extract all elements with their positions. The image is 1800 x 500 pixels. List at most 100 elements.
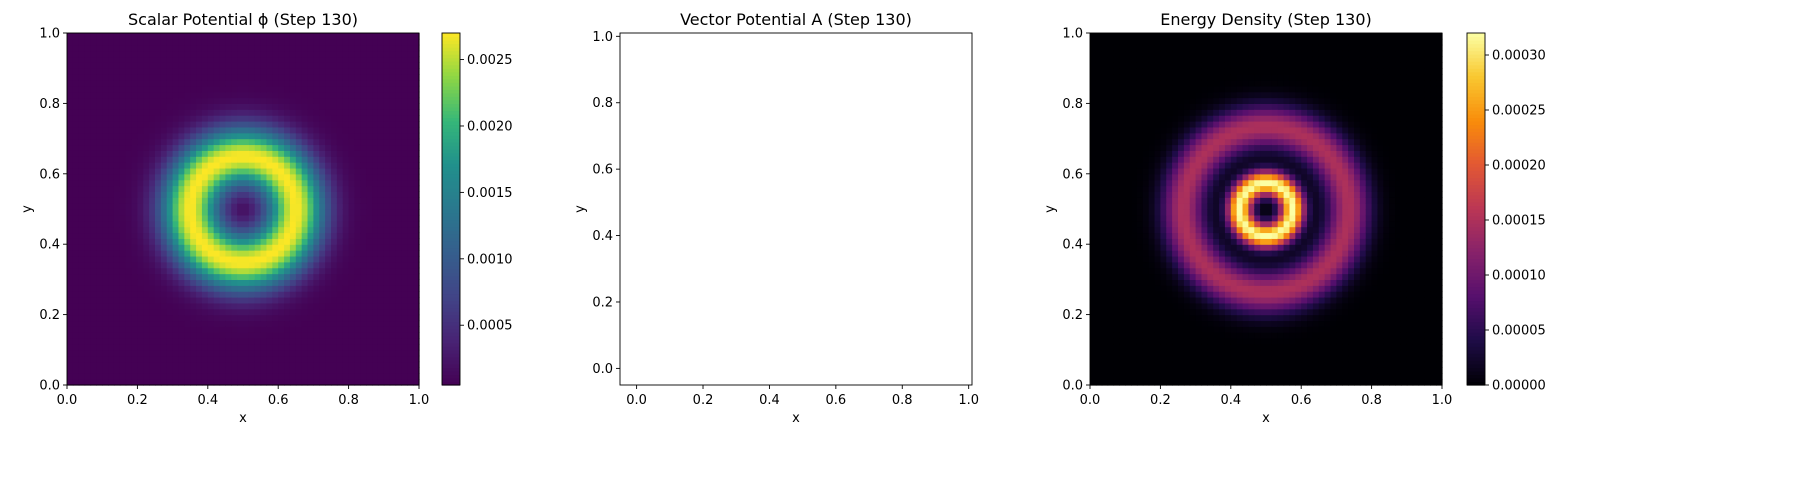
heatmap-cell: [1095, 121, 1103, 128]
heatmap-cell: [196, 138, 203, 146]
heatmap-cell: [102, 185, 109, 192]
heatmap-cell: [278, 144, 285, 151]
heatmap-cell: [207, 291, 215, 298]
heatmap-cell: [78, 167, 86, 175]
heatmap-cell: [90, 74, 97, 81]
heatmap-cell: [348, 326, 356, 333]
heatmap-cell: [1189, 355, 1197, 363]
x-tick-label: 0.8: [338, 393, 359, 408]
heatmap-cell: [125, 273, 133, 280]
heatmap-cell: [1166, 314, 1173, 322]
heatmap-cell: [78, 361, 86, 368]
heatmap-cell: [160, 197, 168, 204]
heatmap-cell: [1136, 38, 1144, 46]
heatmap-cell: [260, 91, 268, 99]
heatmap-cell: [67, 279, 74, 286]
heatmap-cell: [248, 349, 256, 357]
heatmap-cell: [389, 97, 397, 104]
heatmap-cell: [313, 167, 320, 175]
heatmap-cell: [413, 109, 420, 116]
heatmap-cell: [213, 332, 221, 339]
heatmap-cell: [377, 232, 385, 239]
heatmap-cell: [319, 291, 326, 298]
heatmap-cell: [243, 38, 250, 46]
heatmap-cell: [1178, 261, 1185, 269]
heatmap-cell: [1125, 267, 1132, 275]
heatmap-cell: [119, 232, 127, 239]
heatmap-cell: [272, 132, 279, 140]
heatmap-cell: [1154, 209, 1161, 216]
heatmap-cell: [336, 326, 344, 333]
heatmap-cell: [160, 44, 168, 52]
heatmap-cell: [1119, 115, 1126, 122]
heatmap-cell: [1142, 132, 1150, 140]
heatmap-cell: [348, 33, 356, 40]
heatmap-cell: [119, 185, 127, 192]
heatmap-cell: [1142, 367, 1150, 374]
colorbar-segment: [442, 96, 460, 101]
heatmap-cell: [1090, 62, 1097, 69]
heatmap-cell: [248, 343, 256, 351]
heatmap-cell: [1113, 273, 1120, 280]
heatmap-cell: [401, 74, 408, 81]
heatmap-cell: [342, 297, 350, 304]
heatmap-cell: [207, 232, 215, 239]
colorbar-segment: [442, 275, 460, 280]
heatmap-cell: [301, 167, 309, 175]
heatmap-cell: [366, 179, 373, 187]
heatmap-cell: [1142, 50, 1150, 58]
heatmap-cell: [125, 62, 133, 69]
heatmap-cell: [131, 38, 138, 46]
heatmap-cell: [131, 226, 138, 234]
heatmap-cell: [113, 109, 121, 116]
heatmap-cell: [331, 226, 338, 234]
colorbar-segment: [442, 258, 460, 263]
heatmap-cell: [360, 156, 367, 163]
colorbar-segment: [442, 110, 460, 115]
heatmap-cell: [1136, 197, 1144, 204]
heatmap-cell: [325, 162, 332, 169]
heatmap-cell: [1136, 132, 1144, 140]
heatmap-cell: [78, 38, 86, 46]
heatmap-cell: [243, 209, 250, 216]
heatmap-cell: [84, 38, 92, 46]
heatmap-cell: [1107, 338, 1115, 345]
heatmap-cell: [348, 214, 356, 222]
heatmap-cell: [266, 285, 273, 292]
heatmap-cell: [377, 220, 385, 228]
heatmap-cell: [366, 79, 373, 87]
heatmap-cell: [295, 156, 303, 163]
heatmap-cell: [102, 267, 109, 275]
heatmap-cell: [254, 226, 262, 234]
heatmap-cell: [319, 297, 326, 304]
heatmap-cell: [1142, 103, 1150, 110]
heatmap-cell: [1183, 220, 1191, 228]
heatmap-cell: [248, 97, 256, 104]
heatmap-cell: [1119, 220, 1126, 228]
heatmap-cell: [119, 273, 127, 280]
heatmap-cell: [90, 232, 97, 239]
heatmap-cell: [407, 144, 414, 151]
heatmap-cell: [1131, 297, 1138, 304]
heatmap-cell: [313, 68, 320, 75]
heatmap-cell: [1201, 367, 1208, 374]
heatmap-cell: [102, 162, 109, 169]
heatmap-cell: [125, 203, 133, 210]
heatmap-cell: [1142, 126, 1150, 134]
heatmap-cell: [1101, 302, 1109, 310]
heatmap-cell: [172, 38, 180, 46]
heatmap-cell: [1142, 373, 1150, 380]
heatmap-cell: [331, 214, 338, 222]
heatmap-cell: [96, 379, 103, 386]
heatmap-cell: [360, 361, 367, 368]
heatmap-cell: [395, 220, 402, 228]
heatmap-cell: [248, 373, 256, 380]
heatmap-cell: [149, 109, 156, 116]
heatmap-cell: [190, 68, 197, 75]
heatmap-cell: [295, 349, 303, 357]
heatmap-cell: [272, 144, 279, 151]
heatmap-cell: [96, 238, 103, 245]
heatmap-cell: [225, 68, 232, 75]
heatmap-cell: [260, 79, 268, 87]
heatmap-cell: [295, 302, 303, 310]
